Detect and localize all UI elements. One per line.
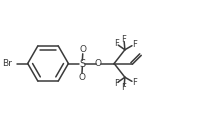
Text: O: O bbox=[79, 45, 86, 54]
Text: F: F bbox=[131, 40, 136, 49]
Text: S: S bbox=[79, 59, 85, 68]
Text: F: F bbox=[113, 39, 118, 48]
Text: F: F bbox=[113, 79, 118, 88]
Text: Br: Br bbox=[2, 59, 12, 68]
Text: F: F bbox=[121, 35, 126, 44]
Text: F: F bbox=[131, 78, 136, 87]
Text: O: O bbox=[78, 73, 85, 82]
Text: O: O bbox=[94, 59, 101, 68]
Text: F: F bbox=[121, 83, 126, 92]
